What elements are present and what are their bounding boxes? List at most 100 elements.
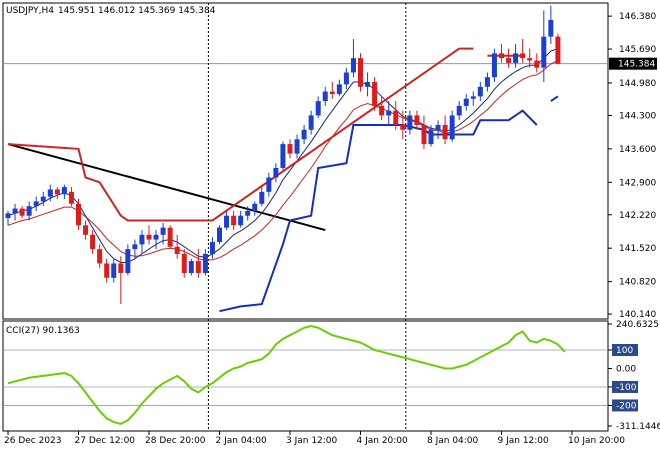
bearish-candle-body xyxy=(54,189,60,195)
bearish-candle-body xyxy=(231,215,237,226)
bearish-candle-body xyxy=(400,124,406,130)
bearish-candle-body xyxy=(181,253,187,274)
bearish-candle-body xyxy=(421,124,427,145)
bearish-candle-body xyxy=(167,227,173,247)
bullish-candle-body xyxy=(5,213,11,219)
bullish-candle-body xyxy=(111,263,117,278)
bullish-candle-body xyxy=(407,115,413,130)
bearish-candle-body xyxy=(358,58,363,87)
bullish-candle-body xyxy=(294,139,300,154)
bullish-candle-body xyxy=(40,196,46,202)
bearish-candle-body xyxy=(76,203,81,226)
time-tick-label: 2 Jan 04:00 xyxy=(216,436,268,446)
bullish-candle-body xyxy=(238,215,244,226)
bullish-candle-body xyxy=(252,203,258,211)
cci-level-label: -100 xyxy=(616,383,637,393)
bullish-candle-body xyxy=(456,105,462,116)
bullish-candle-body xyxy=(541,36,547,68)
price-tick-label: 144.300 xyxy=(619,111,656,121)
bullish-candle-body xyxy=(484,77,490,87)
time-tick-label: 9 Jan 12:00 xyxy=(498,436,550,446)
bullish-candle-body xyxy=(513,53,519,63)
bearish-candle-body xyxy=(499,53,504,59)
bullish-candle-body xyxy=(47,189,53,197)
bearish-candle-body xyxy=(195,261,201,274)
bullish-candle-body xyxy=(139,234,145,245)
bullish-candle-body xyxy=(209,241,215,254)
time-tick-label: 27 Dec 12:00 xyxy=(75,436,136,446)
bearish-candle-body xyxy=(68,191,74,204)
bearish-candle-body xyxy=(118,263,124,274)
price-tick-label: 140.140 xyxy=(619,310,656,320)
bullish-candle-body xyxy=(336,84,342,94)
price-tick-label: 140.820 xyxy=(619,278,656,288)
price-tick-label: 143.600 xyxy=(619,145,656,155)
bullish-candle-body xyxy=(153,234,159,240)
slow-moving-average-line xyxy=(7,60,559,261)
cci-tick-label: -311.1446 xyxy=(616,422,660,432)
bearish-candle-body xyxy=(287,144,293,154)
bullish-candle-body xyxy=(322,91,328,102)
bearish-candle-body xyxy=(527,58,533,61)
support-trail-line xyxy=(550,95,559,102)
price-tick-label: 145.690 xyxy=(619,45,656,55)
bearish-candle-body xyxy=(90,234,96,250)
cci-line xyxy=(7,324,566,425)
bearish-candle-body xyxy=(83,225,89,235)
bullish-candle-body xyxy=(365,82,371,87)
bullish-candle-body xyxy=(477,86,483,97)
cci-level-label: -200 xyxy=(616,401,637,411)
bearish-candle-body xyxy=(97,249,103,264)
bullish-candle-body xyxy=(132,244,138,250)
bullish-candle-body xyxy=(224,215,230,228)
cci-level-tag xyxy=(612,380,638,393)
chart-title: USDJPY,H4 145.951 146.012 145.369 145.384 xyxy=(6,6,216,16)
bullish-candle-body xyxy=(125,249,131,274)
time-tick-label: 4 Jan 20:00 xyxy=(357,436,409,446)
bullish-candle-body xyxy=(61,187,67,195)
bullish-candle-body xyxy=(266,177,272,192)
bullish-candle-body xyxy=(12,208,18,214)
bullish-candle-body xyxy=(280,144,286,168)
cci-title: CCI(27) 90.1363 xyxy=(6,326,80,336)
bullish-candle-body xyxy=(548,19,554,37)
current-price-label: 145.384 xyxy=(618,60,655,70)
fast-moving-average-line xyxy=(7,48,559,263)
time-tick-label: 26 Dec 2023 xyxy=(4,436,62,446)
bearish-candle-body xyxy=(372,82,378,106)
bullish-candle-body xyxy=(259,191,265,204)
cci-panel-frame xyxy=(2,320,609,432)
bearish-candle-body xyxy=(329,91,335,94)
price-tick-label: 144.980 xyxy=(619,79,656,89)
cci-level-label: 100 xyxy=(616,346,633,356)
bullish-candle-body xyxy=(428,129,434,145)
bullish-candle-body xyxy=(350,58,356,73)
trendline xyxy=(7,143,326,232)
bearish-candle-body xyxy=(555,36,561,64)
bearish-candle-body xyxy=(174,246,180,254)
bullish-candle-body xyxy=(188,261,194,274)
time-tick-label: 8 Jan 04:00 xyxy=(427,436,479,446)
bearish-candle-body xyxy=(19,208,25,216)
resistance-trail-line xyxy=(7,47,474,222)
bullish-candle-body xyxy=(273,167,279,178)
time-tick-label: 10 Jan 20:00 xyxy=(568,436,625,446)
bullish-candle-body xyxy=(33,201,39,207)
bullish-candle-body xyxy=(26,206,32,216)
time-tick-label: 3 Jan 12:00 xyxy=(286,436,338,446)
bullish-candle-body xyxy=(308,115,314,130)
bullish-candle-body xyxy=(217,227,222,242)
cci-tick-label: 240.6325 xyxy=(616,320,659,330)
bearish-candle-body xyxy=(104,263,110,278)
bearish-candle-body xyxy=(379,105,385,116)
bearish-candle-body xyxy=(442,124,448,140)
bearish-candle-body xyxy=(506,58,512,63)
bearish-candle-body xyxy=(520,53,526,59)
price-tick-label: 142.900 xyxy=(619,178,656,188)
main-panel-frame xyxy=(2,2,609,320)
bullish-candle-body xyxy=(491,53,497,78)
price-tick-label: 142.220 xyxy=(619,211,656,221)
bullish-candle-body xyxy=(470,96,476,99)
bearish-candle-body xyxy=(393,110,399,125)
